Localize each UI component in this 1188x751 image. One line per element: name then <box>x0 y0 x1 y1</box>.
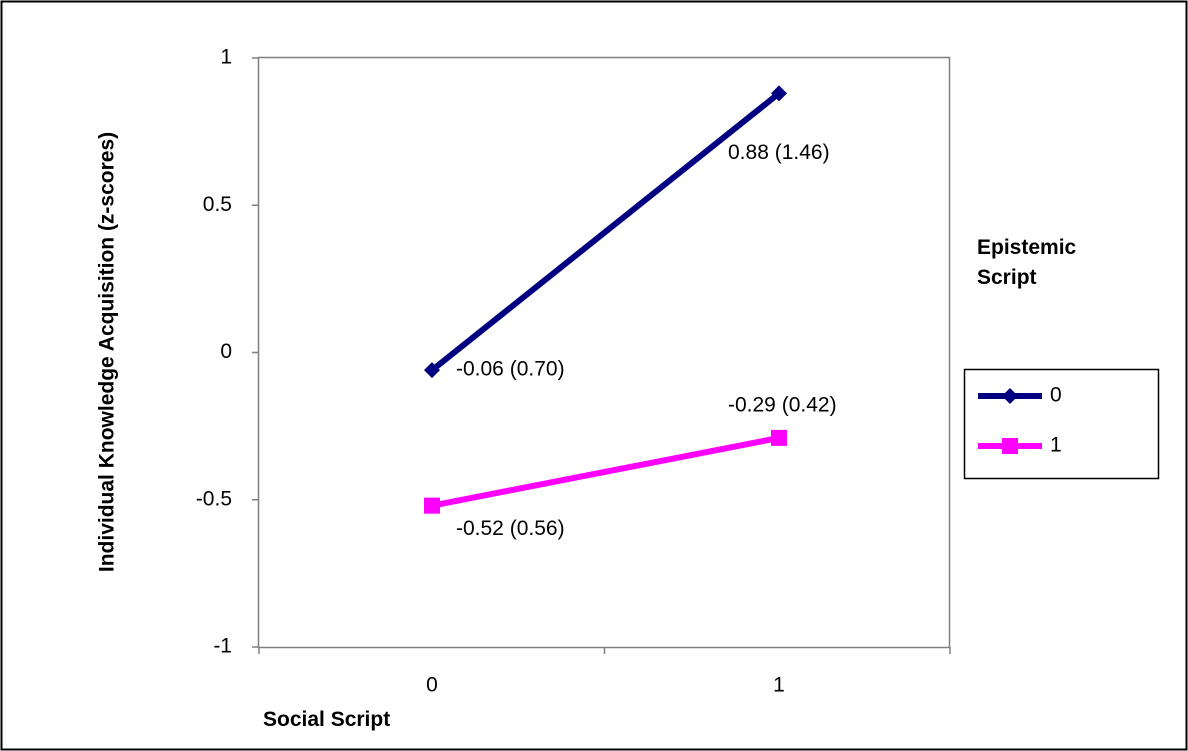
series-layer <box>424 85 787 514</box>
x-tick-label: 0 <box>426 674 438 697</box>
y-tick-label: 0 <box>220 340 232 363</box>
series-1-point <box>771 429 787 446</box>
y-tick-label: 1 <box>220 46 232 69</box>
legend-0-marker <box>1002 388 1018 404</box>
x-tick-label: 1 <box>773 674 785 697</box>
series-1-point <box>424 497 440 514</box>
legend-items: 01 <box>978 384 1062 457</box>
plot-area <box>257 56 951 649</box>
series-1-data-label: -0.52 (0.56) <box>456 517 565 540</box>
series-1-data-label: -0.29 (0.42) <box>728 393 837 416</box>
data-labels: -0.06 (0.70) 0.88 (1.46) -0.52 (0.56) -0.29… <box>456 141 837 540</box>
y-axis-title: Individual Knowledge Acquisition (z-scor… <box>96 132 119 572</box>
legend-1-label: 1 <box>1050 434 1062 457</box>
series-0-data-label: -0.06 (0.70) <box>456 358 565 381</box>
series-0-point <box>424 362 440 379</box>
x-axis-title: Social Script <box>263 708 390 731</box>
legend-title: Epistemic Script <box>977 236 1082 289</box>
y-axis-ticks: 1 0.5 0 -0.5 -1 <box>196 46 259 658</box>
y-tick-label: -1 <box>213 635 232 658</box>
series-0-line <box>430 90 781 373</box>
legend-0-label: 0 <box>1050 384 1062 407</box>
series-0-data-label: 0.88 (1.46) <box>728 141 830 164</box>
legend-1-marker <box>1002 438 1018 454</box>
legend-title-line-1: Epistemic <box>977 236 1077 259</box>
legend-title-line-2: Script <box>977 266 1037 289</box>
y-tick-label: -0.5 <box>196 487 232 510</box>
series-0-point <box>771 85 787 102</box>
legend-box <box>963 368 1160 480</box>
series-1-line <box>431 434 780 509</box>
y-tick-label: 0.5 <box>203 193 232 216</box>
